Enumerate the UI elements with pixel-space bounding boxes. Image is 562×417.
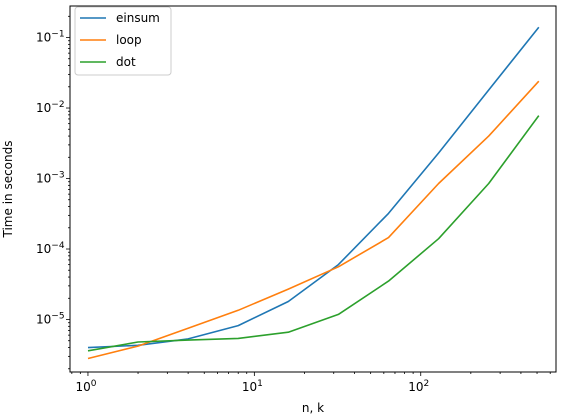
series-layer [87, 26, 540, 360]
y-axis-label: Time in seconds [1, 141, 15, 239]
legend-label-dot: dot [116, 55, 136, 69]
series-line-dot [87, 115, 540, 352]
y-tick-label: 10−5 [36, 312, 65, 327]
series-line-loop [87, 80, 540, 360]
y-tick-label: 10−1 [36, 30, 65, 45]
axes-frame [69, 5, 557, 373]
legend-label-loop: loop [116, 33, 142, 47]
x-axis-label: n, k [302, 401, 324, 415]
series-line-einsum [87, 26, 540, 349]
legend-box [74, 6, 172, 76]
legend-label-einsum: einsum [116, 11, 160, 25]
y-tick-label: 10−2 [36, 100, 65, 115]
ticks-layer: 100 101 102 10−5 10−4 10−3 10−2 10−1 [36, 15, 551, 394]
y-tick-label: 10−4 [36, 241, 65, 256]
x-tick-label: 101 [242, 379, 263, 394]
x-tick-label: 100 [75, 379, 96, 394]
legend: einsum loop dot [74, 6, 172, 76]
y-tick-label: 10−3 [36, 171, 65, 186]
x-tick-label: 102 [408, 379, 429, 394]
